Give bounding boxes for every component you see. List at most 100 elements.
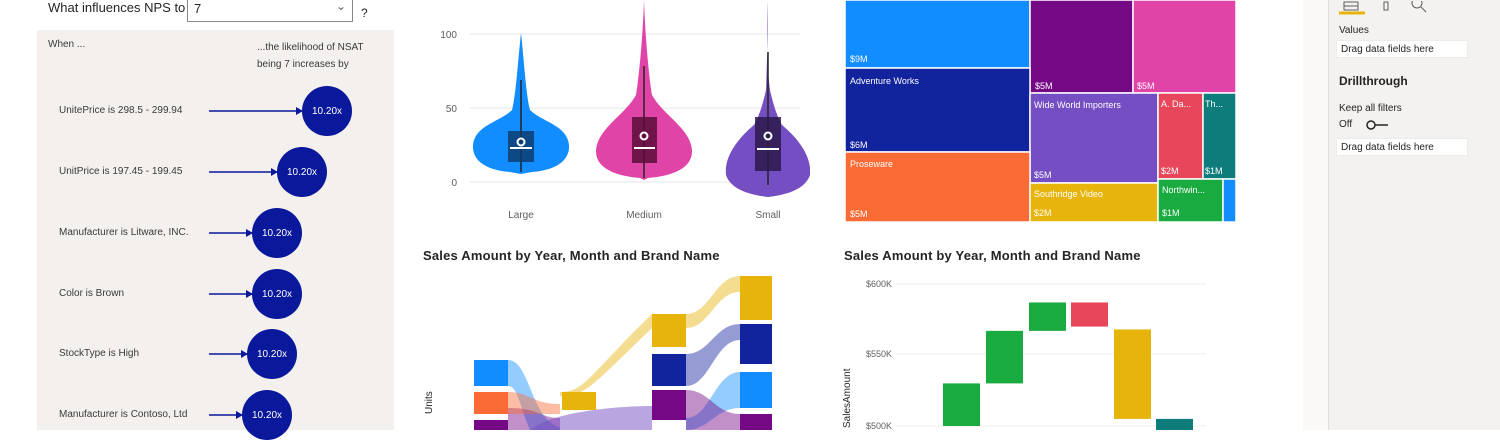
treemap-tile-small[interactable] — [1222, 178, 1237, 223]
keep-filters-state: Off — [1339, 119, 1353, 130]
violin-chart: 100 50 0 Large Medium Small — [440, 0, 810, 221]
influencer-label[interactable]: StockType is High — [59, 348, 140, 359]
y-tick-100: 100 — [440, 30, 457, 41]
treemap-tile-2[interactable] — [1029, 0, 1134, 94]
tile-th-label: Th... — [1205, 99, 1223, 109]
ribbon-purple — [508, 390, 740, 430]
tile-adventure-works-value: $6M — [850, 140, 868, 150]
tile-adventure-works-label: Adventure Works — [850, 76, 919, 86]
influencer-arrow — [209, 290, 253, 298]
ribbon-yellow — [560, 276, 740, 396]
values-label: Values — [1339, 25, 1369, 36]
ribbon-bar — [474, 420, 508, 430]
chevron-down-icon[interactable]: ⌄ — [335, 0, 346, 13]
influencer-label[interactable]: Manufacturer is Contoso, Ltd — [59, 409, 188, 420]
tile-1-value: $9M — [850, 54, 868, 64]
influencer-arrow — [209, 411, 243, 419]
x-tick-medium: Medium — [626, 210, 662, 221]
treemap-tile-a-datum[interactable] — [1157, 92, 1204, 180]
drillthrough-drop-zone[interactable]: Drag data fields here — [1336, 138, 1468, 156]
tile-proseware-value: $5M — [850, 209, 868, 219]
influencer-arrow — [209, 350, 248, 358]
likelihood-header: ...the likelihood of NSAT being 7 increa… — [257, 42, 364, 70]
ribbon-bar — [652, 354, 686, 386]
when-header: When ... — [48, 39, 86, 50]
ribbon-bar — [740, 324, 772, 364]
influencer-bubble[interactable]: 10.20x — [302, 86, 352, 136]
treemap-tile-th[interactable] — [1202, 92, 1237, 180]
y-tick-0: 0 — [451, 178, 457, 189]
ribbon-bar — [652, 314, 686, 347]
tile-proseware-label: Proseware — [850, 159, 893, 169]
y-tick-500k: $500K — [866, 421, 892, 430]
influencer-label[interactable]: Color is Brown — [59, 288, 125, 299]
tile-southridge-value: $2M — [1034, 208, 1052, 218]
influencer-bubble[interactable]: 10.20x — [252, 269, 302, 319]
ribbon-bar — [474, 392, 508, 414]
treemap-tile-1[interactable] — [845, 0, 1031, 69]
tile-southridge-label: Southridge Video — [1034, 189, 1103, 199]
tile-a-datum-label: A. Da... — [1161, 99, 1191, 109]
treemap-tile-adventure-works[interactable] — [845, 67, 1031, 153]
tile-wide-world-value: $5M — [1034, 170, 1052, 180]
treemap-tile-northwind[interactable] — [1157, 178, 1224, 223]
waterfall-y-axis-label: SalesAmount — [842, 368, 853, 428]
waterfall-bar[interactable] — [1029, 302, 1066, 331]
drillthrough-heading: Drillthrough — [1339, 74, 1408, 88]
waterfall-bar[interactable] — [943, 383, 980, 426]
influencer-bubble[interactable]: 10.20x — [242, 390, 292, 440]
ribbon-bar — [740, 372, 772, 408]
treemap-tile-proseware[interactable] — [845, 151, 1031, 223]
nps-value-dropdown[interactable]: 7 ⌄ — [187, 0, 353, 22]
treemap-tile-3[interactable] — [1132, 0, 1237, 94]
ribbon-sky — [508, 360, 740, 430]
visualizations-pane — [1328, 0, 1500, 430]
waterfall-bars — [943, 302, 1193, 430]
influencer-bubble[interactable]: 10.20x — [277, 147, 327, 197]
waterfall-chart: SalesAmount $600K $550K $500K — [842, 279, 1206, 430]
influencer-arrow — [209, 168, 278, 176]
question-mark: ? — [361, 6, 368, 20]
influencer-label[interactable]: UnitPrice is 197.45 - 199.45 — [59, 166, 183, 177]
mean-medium — [639, 131, 649, 141]
mean-small — [763, 131, 773, 141]
ribbon-bar — [474, 360, 508, 386]
ribbon-bar — [740, 276, 772, 320]
ribbon-bar — [740, 414, 772, 430]
tile-wide-world-label: Wide World Importers — [1034, 100, 1121, 110]
waterfall-bar[interactable] — [1071, 302, 1108, 327]
influencer-label[interactable]: UnitePrice is 298.5 - 299.94 — [59, 105, 183, 116]
tile-northwind-label: Northwin... — [1162, 185, 1205, 195]
waterfall-bar[interactable] — [1156, 418, 1193, 430]
format-paint-icon[interactable] — [1380, 0, 1392, 12]
treemap-tile-southridge[interactable] — [1029, 182, 1159, 223]
x-tick-large: Large — [508, 210, 534, 221]
influencer-label[interactable]: Manufacturer is Litware, INC. — [59, 227, 189, 238]
tile-northwind-value: $1M — [1162, 208, 1180, 218]
dropdown-selected-value: 7 — [194, 1, 202, 16]
treemap-tile-wide-world[interactable] — [1029, 92, 1159, 184]
analytics-search-icon[interactable] — [1410, 0, 1428, 13]
ribbon-purple-2 — [530, 406, 652, 430]
ribbon-bar — [562, 392, 596, 410]
waterfall-bar[interactable] — [1114, 329, 1151, 419]
ribbon-blue-dark — [686, 324, 740, 386]
ribbon-bar — [652, 390, 686, 420]
tile-th-value: $1M — [1205, 166, 1223, 176]
x-tick-small: Small — [755, 210, 780, 221]
pane-separator — [1303, 0, 1328, 430]
fields-tab-icon[interactable] — [1337, 0, 1367, 16]
values-drop-zone[interactable]: Drag data fields here — [1336, 40, 1468, 58]
keep-filters-toggle[interactable] — [1366, 118, 1390, 130]
ki-question-label: What influences NPS to be — [48, 0, 204, 15]
box-small — [755, 117, 781, 171]
waterfall-bar[interactable] — [986, 330, 1023, 384]
tile-3-value: $5M — [1137, 81, 1155, 91]
influencer-bubble[interactable]: 10.20x — [252, 208, 302, 258]
influencer-bubble[interactable]: 10.20x — [247, 329, 297, 379]
waterfall-chart-title: Sales Amount by Year, Month and Brand Na… — [844, 248, 1141, 263]
ribbon-chart-title: Sales Amount by Year, Month and Brand Na… — [423, 248, 720, 263]
ribbon-orange — [508, 392, 560, 414]
y-tick-600k: $600K — [866, 279, 892, 289]
ribbon-y-axis-label: Units — [424, 391, 435, 414]
